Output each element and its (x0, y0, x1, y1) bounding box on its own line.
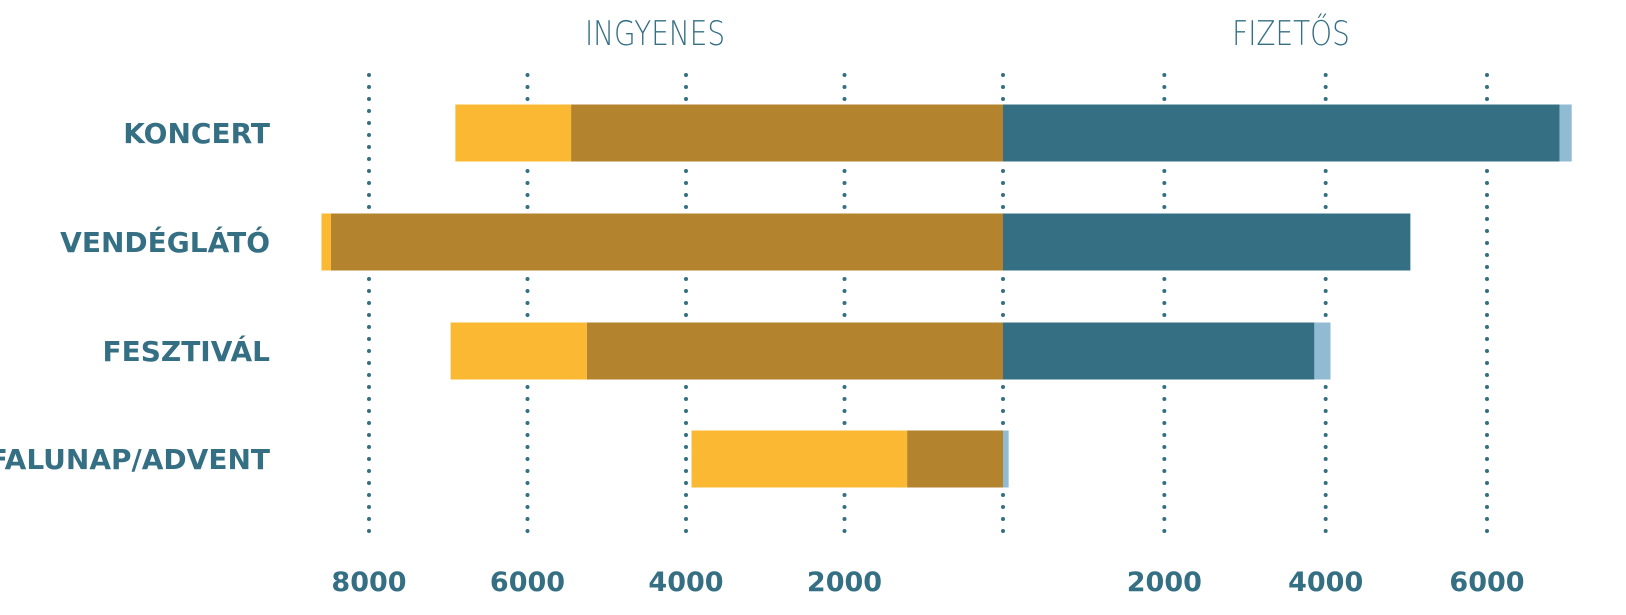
bar-koncert-left-1 (455, 104, 572, 162)
bar-vend-gl-t--left-0 (330, 213, 1004, 271)
category-label: FESZTIVÁL (102, 334, 270, 368)
category-label: VENDÉGLÁTÓ (60, 225, 270, 259)
x-tick-label-left: 6000 (490, 567, 565, 598)
bar-koncert-right-3 (1559, 104, 1572, 162)
bar-fesztiv-l-right-3 (1314, 322, 1331, 380)
x-tick-label-left: 4000 (648, 567, 723, 598)
category-label: FALUNAP/ADVENT (0, 443, 270, 476)
bar-vend-gl-t--left-1 (321, 213, 331, 271)
bar-koncert-left-0 (571, 104, 1003, 162)
bar-vend-gl-t--right-2 (1003, 213, 1411, 271)
x-tick-label-left: 8000 (331, 567, 406, 598)
bar-fesztiv-l-left-0 (586, 322, 1003, 380)
bar-fesztiv-l-right-2 (1003, 322, 1315, 380)
free-section-title: INGYENES (584, 14, 726, 54)
bar-falunap-advent-right-3 (1003, 430, 1009, 488)
paid-section-title: FIZETŐS (1232, 14, 1350, 54)
x-tick-label-right: 2000 (1127, 567, 1202, 598)
bar-fesztiv-l-left-1 (450, 322, 587, 380)
bar-falunap-advent-left-1 (691, 430, 908, 488)
x-tick-label-right: 4000 (1288, 567, 1363, 598)
bar-koncert-right-2 (1003, 104, 1560, 162)
x-tick-label-right: 6000 (1449, 567, 1524, 598)
x-tick-label-left: 2000 (807, 567, 882, 598)
bar-falunap-advent-left-0 (907, 430, 1003, 488)
category-label: KONCERT (123, 117, 270, 150)
